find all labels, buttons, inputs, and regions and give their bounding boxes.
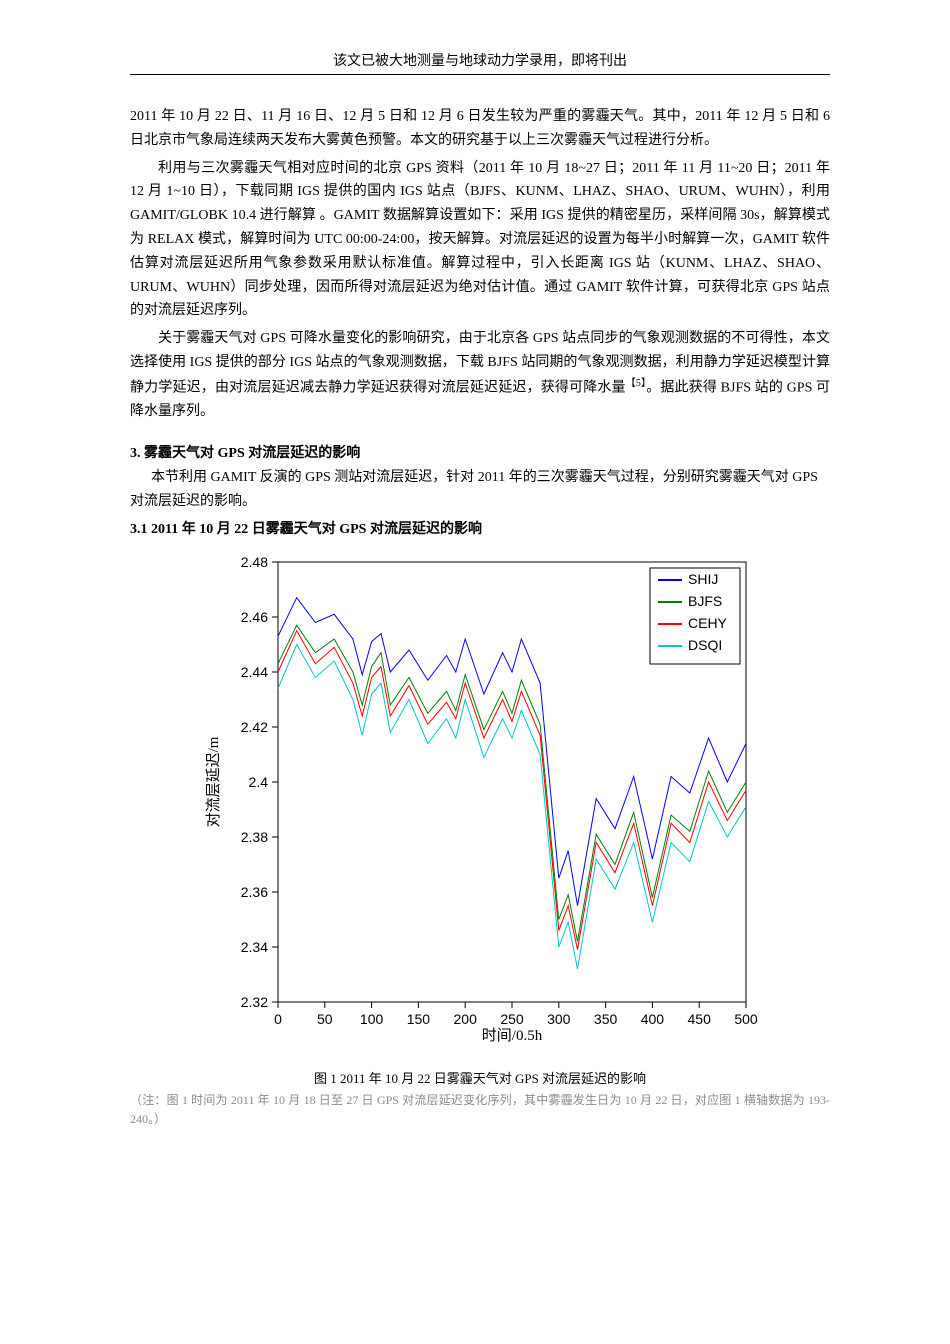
- svg-text:350: 350: [594, 1011, 618, 1027]
- figure-1-chart: 0 50 100 150 200 250 300 350 400 450 500 2.32 2.34 2.…: [200, 550, 760, 1050]
- figure-1: 0 50 100 150 200 250 300 350 400 450 500 2.32 2.34 2.…: [130, 550, 830, 1050]
- svg-text:2.32: 2.32: [241, 994, 268, 1010]
- svg-text:50: 50: [317, 1011, 333, 1027]
- svg-text:BJFS: BJFS: [688, 593, 722, 609]
- paragraph-1: 2011 年 10 月 22 日、11 月 16 日、12 月 5 日和 12 …: [130, 105, 830, 153]
- svg-text:0: 0: [274, 1011, 282, 1027]
- svg-text:300: 300: [547, 1011, 571, 1027]
- svg-text:2.38: 2.38: [241, 829, 268, 845]
- svg-text:2.4: 2.4: [249, 774, 269, 790]
- svg-text:2.42: 2.42: [241, 719, 268, 735]
- section-3-title: 3. 雾霾天气对 GPS 对流层延迟的影响: [130, 442, 830, 462]
- svg-text:CEHY: CEHY: [688, 615, 728, 631]
- svg-text:500: 500: [734, 1011, 758, 1027]
- svg-text:400: 400: [641, 1011, 665, 1027]
- svg-text:2.34: 2.34: [241, 939, 268, 955]
- svg-text:450: 450: [688, 1011, 712, 1027]
- svg-text:150: 150: [407, 1011, 431, 1027]
- svg-text:100: 100: [360, 1011, 384, 1027]
- svg-text:2.46: 2.46: [241, 609, 268, 625]
- svg-text:2.48: 2.48: [241, 554, 268, 570]
- svg-text:2.44: 2.44: [241, 664, 268, 680]
- figure-1-note: （注：图 1 时间为 2011 年 10 月 18 日至 27 日 GPS 对流…: [130, 1091, 830, 1129]
- citation-5: 【5】: [626, 378, 647, 389]
- svg-text:DSQI: DSQI: [688, 637, 722, 653]
- section-3-body: 本节利用 GAMIT 反演的 GPS 测站对流层延迟，针对 2011 年的三次雾…: [130, 466, 830, 514]
- svg-text:2.36: 2.36: [241, 884, 268, 900]
- running-header: 该文已被大地测量与地球动力学录用，即将刊出: [130, 50, 830, 75]
- figure-1-caption: 图 1 2011 年 10 月 22 日雾霾天气对 GPS 对流层延迟的影响: [130, 1068, 830, 1087]
- svg-text:时间/0.5h: 时间/0.5h: [482, 1027, 543, 1044]
- paragraph-3: 关于雾霾天气对 GPS 可降水量变化的影响研究，由于北京各 GPS 站点同步的气…: [130, 327, 830, 424]
- svg-text:200: 200: [454, 1011, 478, 1027]
- subsection-3-1-title: 3.1 2011 年 10 月 22 日雾霾天气对 GPS 对流层延迟的影响: [130, 518, 830, 538]
- svg-text:SHIJ: SHIJ: [688, 571, 718, 587]
- page: 该文已被大地测量与地球动力学录用，即将刊出 2011 年 10 月 22 日、1…: [0, 0, 950, 1179]
- svg-text:对流层延迟/m: 对流层延迟/m: [205, 736, 222, 827]
- svg-text:250: 250: [500, 1011, 524, 1027]
- paragraph-2: 利用与三次雾霾天气相对应时间的北京 GPS 资料（2011 年 10 月 18~…: [130, 157, 830, 324]
